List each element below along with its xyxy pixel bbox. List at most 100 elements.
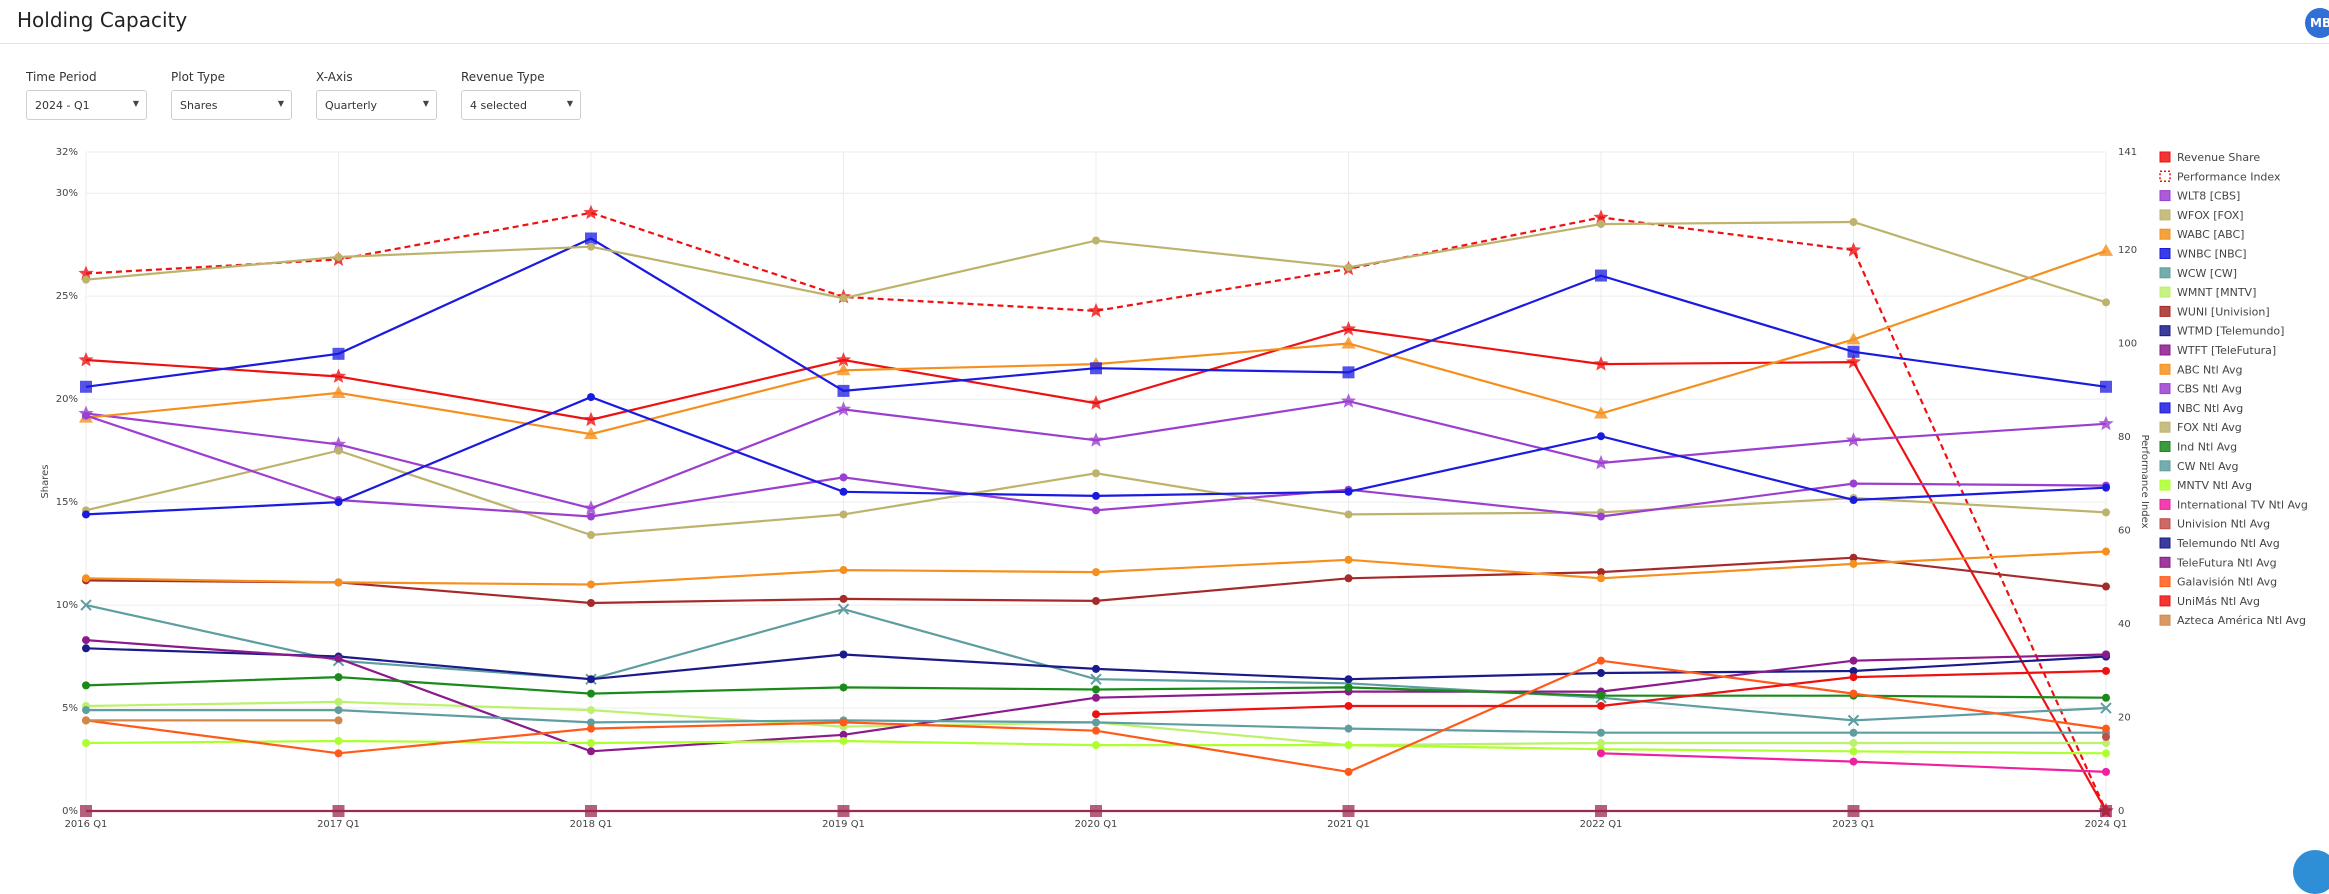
- help-chat-button[interactable]: [2293, 850, 2329, 894]
- data-point: [839, 473, 848, 482]
- legend-swatch: [2159, 267, 2171, 279]
- data-point: [835, 352, 852, 367]
- data-point: [330, 436, 347, 451]
- avatar[interactable]: MB: [2305, 8, 2329, 38]
- data-point: [1849, 496, 1858, 505]
- data-point: [1849, 479, 1858, 488]
- data-point: [839, 487, 848, 496]
- data-point: [839, 718, 848, 727]
- legend-swatch: [2159, 363, 2171, 375]
- legend-label: WTFT [TeleFutura]: [2177, 344, 2276, 357]
- data-point: [2102, 693, 2110, 702]
- chevron-down-icon: ▼: [132, 99, 139, 108]
- y2-tick-label: 80: [2118, 432, 2131, 443]
- legend-label: Revenue Share: [2177, 151, 2260, 164]
- data-point: [1088, 395, 1104, 410]
- data-point: [334, 697, 343, 706]
- data-point: [334, 749, 343, 758]
- y2-axis-title: Performance Index: [2139, 434, 2150, 528]
- x-axis-value: Quarterly: [325, 99, 378, 112]
- data-point: [1340, 393, 1357, 408]
- filter-x-axis: X-Axis Quarterly ▼: [316, 70, 437, 120]
- data-point: [584, 427, 598, 440]
- legend-swatch: [2159, 286, 2171, 298]
- legend-label: NBC Ntl Avg: [2177, 402, 2243, 415]
- data-point: [334, 253, 343, 262]
- data-point: [1344, 683, 1353, 692]
- y-tick-label: 20%: [56, 394, 78, 405]
- y-axis-title: Shares: [40, 464, 51, 498]
- filter-revenue-type: Revenue Type 4 selected ▼: [461, 70, 581, 120]
- data-point: [587, 718, 595, 727]
- legend-swatch: [2159, 537, 2171, 549]
- data-point: [334, 736, 343, 745]
- data-point: [82, 716, 90, 725]
- data-point: [334, 706, 343, 715]
- data-point: [1092, 685, 1100, 694]
- y-tick-label: 30%: [56, 188, 78, 199]
- data-point: [1090, 673, 1102, 685]
- y2-tick-label: 40: [2118, 619, 2131, 630]
- data-point: [1597, 691, 1605, 700]
- data-point: [1344, 487, 1353, 496]
- data-point: [331, 385, 346, 398]
- legend-swatch: [2159, 305, 2171, 317]
- data-point: [334, 716, 343, 725]
- plot-type-select[interactable]: Shares ▼: [171, 90, 292, 120]
- legend-swatch: [2159, 518, 2171, 530]
- y2-tick-label: 120: [2118, 245, 2137, 256]
- data-point: [332, 805, 345, 817]
- legend-swatch: [2159, 595, 2171, 607]
- data-point: [2102, 749, 2110, 758]
- data-point: [587, 242, 595, 251]
- x-axis-select[interactable]: Quarterly ▼: [316, 90, 437, 120]
- data-point: [1344, 510, 1353, 519]
- filter-label: Plot Type: [171, 70, 225, 84]
- data-point: [1342, 366, 1355, 379]
- data-point: [1092, 726, 1100, 735]
- data-point: [78, 352, 94, 367]
- data-point: [1344, 741, 1353, 750]
- legend-swatch: [2159, 209, 2171, 221]
- holding-capacity-chart: 2016 Q1 2017 Q1 2018 Q1 2019 Q1 2020 Q1 2021 …: [40, 147, 2308, 830]
- page-title: Holding Capacity: [17, 8, 188, 32]
- legend-swatch: [2159, 498, 2171, 510]
- y2-tick-label: 0: [2118, 806, 2124, 817]
- y-tick-label: 15%: [56, 497, 78, 508]
- legend-label: TeleFutura Ntl Avg: [2176, 556, 2277, 569]
- data-point: [839, 730, 848, 739]
- revenue-type-select[interactable]: 4 selected ▼: [461, 90, 581, 120]
- data-point: [2102, 298, 2110, 307]
- y-tick-label: 10%: [56, 600, 78, 611]
- x-tick-label: 2023 Q1: [1832, 819, 1875, 830]
- x-tick-label: 2017 Q1: [317, 819, 360, 830]
- data-point: [839, 650, 848, 659]
- legend-label: WLT8 [CBS]: [2177, 190, 2240, 203]
- data-point: [839, 566, 848, 575]
- data-point: [1847, 805, 1860, 817]
- y2-tick-label: 100: [2118, 339, 2137, 350]
- data-point: [82, 636, 90, 645]
- data-point: [587, 580, 595, 589]
- data-point: [82, 681, 90, 690]
- data-point: [587, 393, 595, 402]
- data-point: [1845, 354, 1862, 369]
- data-point: [2099, 243, 2113, 256]
- data-point: [1344, 701, 1353, 710]
- time-period-select[interactable]: 2024 - Q1 ▼: [26, 90, 147, 120]
- data-point: [1092, 664, 1100, 673]
- data-point: [1344, 724, 1353, 733]
- data-point: [82, 510, 90, 519]
- legend-swatch: [2159, 614, 2171, 626]
- data-point: [1344, 574, 1353, 583]
- legend-swatch: [2159, 325, 2171, 337]
- data-point: [82, 411, 90, 420]
- data-point: [1595, 805, 1607, 817]
- data-point: [334, 654, 343, 663]
- data-point: [1092, 596, 1100, 605]
- legend-label: UniMás Ntl Avg: [2177, 595, 2260, 608]
- data-point: [80, 380, 92, 393]
- data-point: [1849, 689, 1858, 698]
- x-tick-label: 2016 Q1: [65, 819, 108, 830]
- data-point: [1597, 568, 1605, 577]
